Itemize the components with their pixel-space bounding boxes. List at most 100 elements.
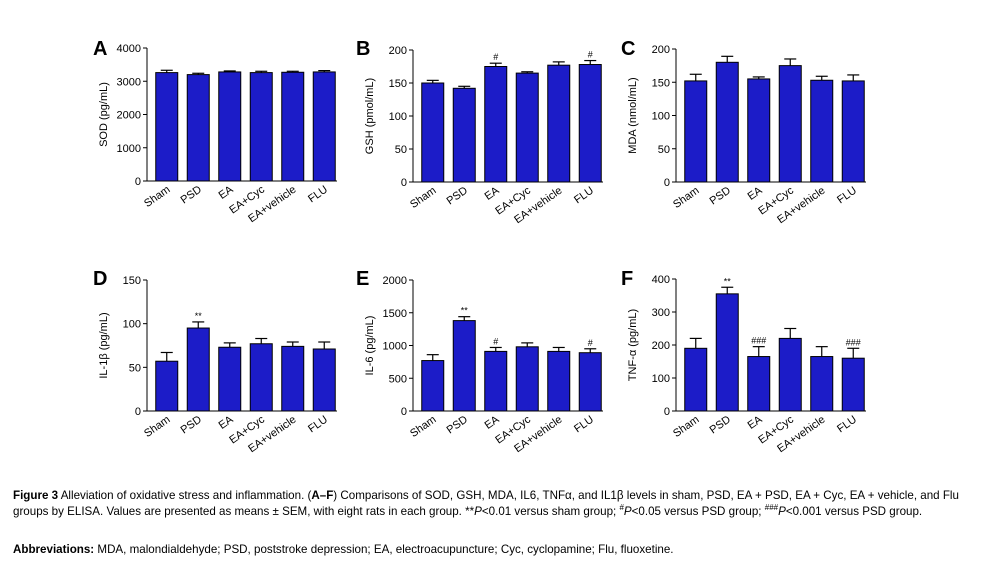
bar-flu — [578, 64, 602, 183]
x-tick-label: EA — [483, 184, 502, 203]
panel-letter: D — [93, 268, 107, 290]
y-tick-label: 0 — [135, 406, 141, 418]
bar-ea — [218, 71, 242, 182]
y-tick-label: 100 — [652, 373, 670, 385]
y-axis-label: TNF-α (pg/mL) — [627, 309, 639, 381]
bar-sham — [421, 360, 445, 412]
y-tick-label: 500 — [389, 373, 407, 385]
y-tick-label: 200 — [652, 44, 670, 56]
x-tick-label: PSD — [179, 414, 204, 437]
y-tick-label: 100 — [652, 111, 670, 123]
panel-letter: E — [356, 268, 369, 290]
abbreviations: Abbreviations: MDA, malondialdehyde; PSD… — [13, 542, 988, 558]
y-axis-label: MDA (nmol/mL) — [627, 77, 639, 153]
bar-ea-vehicle — [810, 79, 834, 183]
abbrev-text: MDA, malondialdehyde; PSD, poststroke de… — [97, 543, 674, 556]
x-tick-label: PSD — [445, 185, 470, 208]
x-tick-label: Sham — [671, 185, 701, 211]
bar-sham — [155, 360, 179, 412]
y-tick-label: 150 — [389, 78, 407, 90]
chart-panel-f: F 0 100 200 300 400 TNF-α (pg/mL) Sham ** PSD ### E… — [621, 268, 866, 455]
bar-flu — [312, 348, 336, 412]
y-tick-label: 200 — [389, 45, 407, 57]
x-tick-label: EA — [746, 413, 765, 432]
caption-p-2: P — [623, 505, 632, 518]
panel-letter: F — [621, 268, 633, 290]
y-tick-label: 200 — [652, 340, 670, 352]
x-tick-label: PSD — [445, 414, 470, 437]
bar-ea-vehicle — [547, 64, 571, 183]
x-tick-label: FLU — [835, 414, 859, 436]
bar-ea-vehicle — [281, 71, 305, 182]
x-tick-label: FLU — [306, 184, 330, 206]
y-axis-label: IL-6 (pg/mL) — [364, 316, 376, 376]
x-tick-label: PSD — [708, 185, 733, 208]
y-tick-label: 1500 — [383, 308, 407, 320]
bar-ea-cyc — [515, 346, 539, 412]
figure-caption: Figure 3 Alleviation of oxidative stress… — [13, 489, 959, 518]
bar-ea-cyc — [249, 72, 273, 182]
significance-label: ** — [724, 276, 732, 286]
bar-ea — [747, 78, 771, 183]
chart-panel-e: E 0 500 1000 1500 2000 IL-6 (pg/mL) Sham ** PSD # E… — [356, 268, 603, 455]
panel-letter: B — [356, 38, 370, 60]
caption-text-4: <0.001 versus PSD group. — [785, 505, 923, 518]
caption-text-1: Comparisons of SOD, GSH, MDA, IL6, TNFα,… — [13, 489, 959, 518]
caption-sup-2: ### — [764, 503, 779, 513]
y-tick-label: 50 — [129, 362, 141, 374]
bar-ea — [484, 66, 508, 183]
bar-ea-cyc — [515, 72, 539, 183]
y-tick-label: 0 — [135, 176, 141, 188]
x-tick-label: EA — [746, 184, 765, 203]
bar-sham — [684, 347, 708, 412]
y-tick-label: 2000 — [383, 275, 407, 287]
x-tick-label: EA — [217, 183, 236, 202]
bar-psd — [186, 327, 210, 412]
x-tick-label: Sham — [408, 185, 438, 211]
y-tick-label: 0 — [401, 177, 407, 189]
y-tick-label: 0 — [664, 406, 670, 418]
significance-label: # — [588, 50, 593, 60]
caption-p-3: P — [778, 505, 786, 518]
significance-label: # — [493, 52, 498, 62]
x-tick-label: PSD — [708, 414, 733, 437]
bar-sham — [421, 82, 445, 183]
panel-letter: C — [621, 38, 635, 60]
x-tick-label: Sham — [142, 184, 172, 210]
significance-label: ### — [751, 336, 766, 346]
bar-psd — [452, 87, 476, 183]
y-tick-label: 300 — [652, 307, 670, 319]
bar-ea — [218, 346, 242, 412]
bar-psd — [715, 61, 739, 183]
y-tick-label: 150 — [652, 77, 670, 89]
abbrev-label: Abbreviations: — [13, 543, 95, 556]
y-tick-label: 0 — [664, 177, 670, 189]
y-tick-label: 150 — [123, 275, 141, 287]
x-tick-label: FLU — [306, 414, 330, 436]
y-axis-label: GSH (pmol/mL) — [364, 78, 376, 154]
x-tick-label: EA — [217, 413, 236, 432]
significance-label: # — [493, 336, 498, 346]
y-tick-label: 3000 — [117, 76, 141, 88]
significance-label: ** — [195, 311, 203, 321]
x-tick-label: Sham — [408, 414, 438, 440]
bar-ea-vehicle — [281, 345, 305, 412]
y-tick-label: 1000 — [383, 341, 407, 353]
caption-p-1: P — [474, 505, 482, 518]
x-tick-label: Sham — [142, 414, 172, 440]
bar-flu — [312, 71, 336, 182]
y-tick-label: 50 — [395, 144, 407, 156]
bar-ea-vehicle — [547, 350, 571, 412]
y-tick-label: 50 — [658, 144, 670, 156]
y-tick-label: 100 — [389, 111, 407, 123]
x-tick-label: PSD — [179, 184, 204, 207]
significance-label: ### — [846, 337, 861, 347]
y-tick-label: 100 — [123, 319, 141, 331]
bar-psd — [452, 320, 476, 412]
bar-sham — [684, 80, 708, 183]
